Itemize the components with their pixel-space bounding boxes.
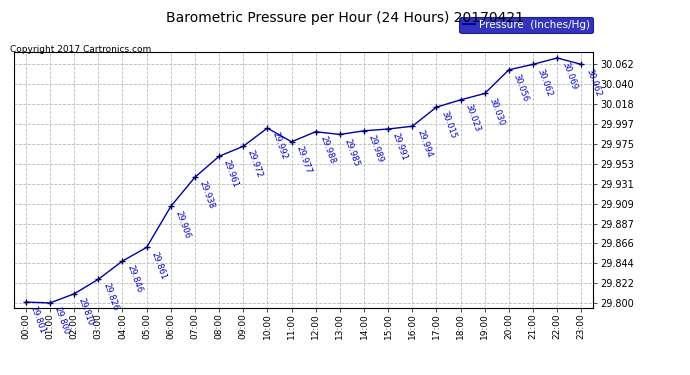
Text: 30.030: 30.030	[488, 96, 506, 127]
Text: 29.938: 29.938	[198, 180, 216, 210]
Text: 29.989: 29.989	[367, 134, 385, 164]
Text: 30.062: 30.062	[536, 67, 554, 98]
Text: 30.015: 30.015	[440, 110, 457, 140]
Text: Barometric Pressure per Hour (24 Hours) 20170421: Barometric Pressure per Hour (24 Hours) …	[166, 11, 524, 25]
Text: 29.988: 29.988	[319, 135, 337, 165]
Legend: Pressure  (Inches/Hg): Pressure (Inches/Hg)	[460, 17, 593, 33]
Text: 30.023: 30.023	[464, 103, 482, 133]
Text: 29.846: 29.846	[126, 264, 144, 294]
Text: 29.972: 29.972	[246, 149, 264, 179]
Text: 29.861: 29.861	[150, 250, 168, 280]
Text: 29.906: 29.906	[174, 209, 192, 240]
Text: 29.977: 29.977	[295, 144, 313, 175]
Text: 29.800: 29.800	[53, 306, 71, 336]
Text: 29.810: 29.810	[77, 297, 95, 327]
Text: 29.826: 29.826	[101, 282, 119, 312]
Text: 29.991: 29.991	[391, 132, 409, 162]
Text: Copyright 2017 Cartronics.com: Copyright 2017 Cartronics.com	[10, 45, 152, 54]
Text: 30.069: 30.069	[560, 61, 578, 91]
Text: 30.056: 30.056	[512, 73, 530, 103]
Text: 29.801: 29.801	[29, 305, 47, 335]
Text: 30.062: 30.062	[584, 67, 602, 98]
Text: 29.992: 29.992	[270, 131, 288, 161]
Text: 29.994: 29.994	[415, 129, 433, 159]
Text: 29.985: 29.985	[343, 137, 361, 168]
Text: 29.961: 29.961	[222, 159, 240, 189]
